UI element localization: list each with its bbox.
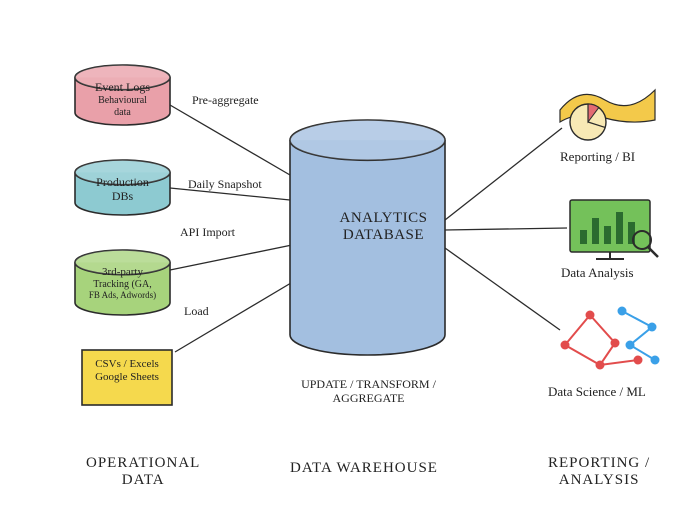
section-label-reporting: REPORTING /ANALYSIS <box>548 455 650 490</box>
output-label-reporting-bi: Reporting / BI <box>560 150 635 165</box>
edge-label-csvs: Load <box>184 305 209 319</box>
output-analysis-icon <box>570 200 658 259</box>
edge-third-party <box>170 245 292 270</box>
section-label-operational: OPERATIONALDATA <box>86 455 200 490</box>
source-label-production-dbs: ProductionDBs <box>81 176 164 204</box>
output-label-data-analysis: Data Analysis <box>561 266 634 281</box>
diagram-canvas <box>0 0 700 525</box>
edge-data-analysis <box>445 228 567 230</box>
edge-label-production-dbs: Daily Snapshot <box>188 178 262 192</box>
warehouse-title: ANALYTICSDATABASE <box>316 210 451 245</box>
output-science-icon <box>561 307 660 370</box>
source-label-event-logs: Event LogsBehaviouraldata <box>81 81 164 118</box>
output-reporting-icon <box>560 90 655 140</box>
section-label-warehouse: DATA WAREHOUSE <box>290 460 438 477</box>
edge-event-logs <box>170 105 290 175</box>
warehouse-caption: UPDATE / TRANSFORM /AGGREGATE <box>286 378 451 406</box>
output-label-data-science: Data Science / ML <box>548 385 646 400</box>
edge-label-event-logs: Pre-aggregate <box>192 94 259 108</box>
edge-data-science <box>445 248 560 330</box>
edge-reporting-bi <box>445 128 562 220</box>
edge-label-third-party: API Import <box>180 226 235 240</box>
source-label-csvs: CSVs / ExcelsGoogle Sheets <box>88 358 166 383</box>
source-label-third-party: 3rd-partyTracking (GA,FB Ads, Adwords) <box>81 266 164 300</box>
